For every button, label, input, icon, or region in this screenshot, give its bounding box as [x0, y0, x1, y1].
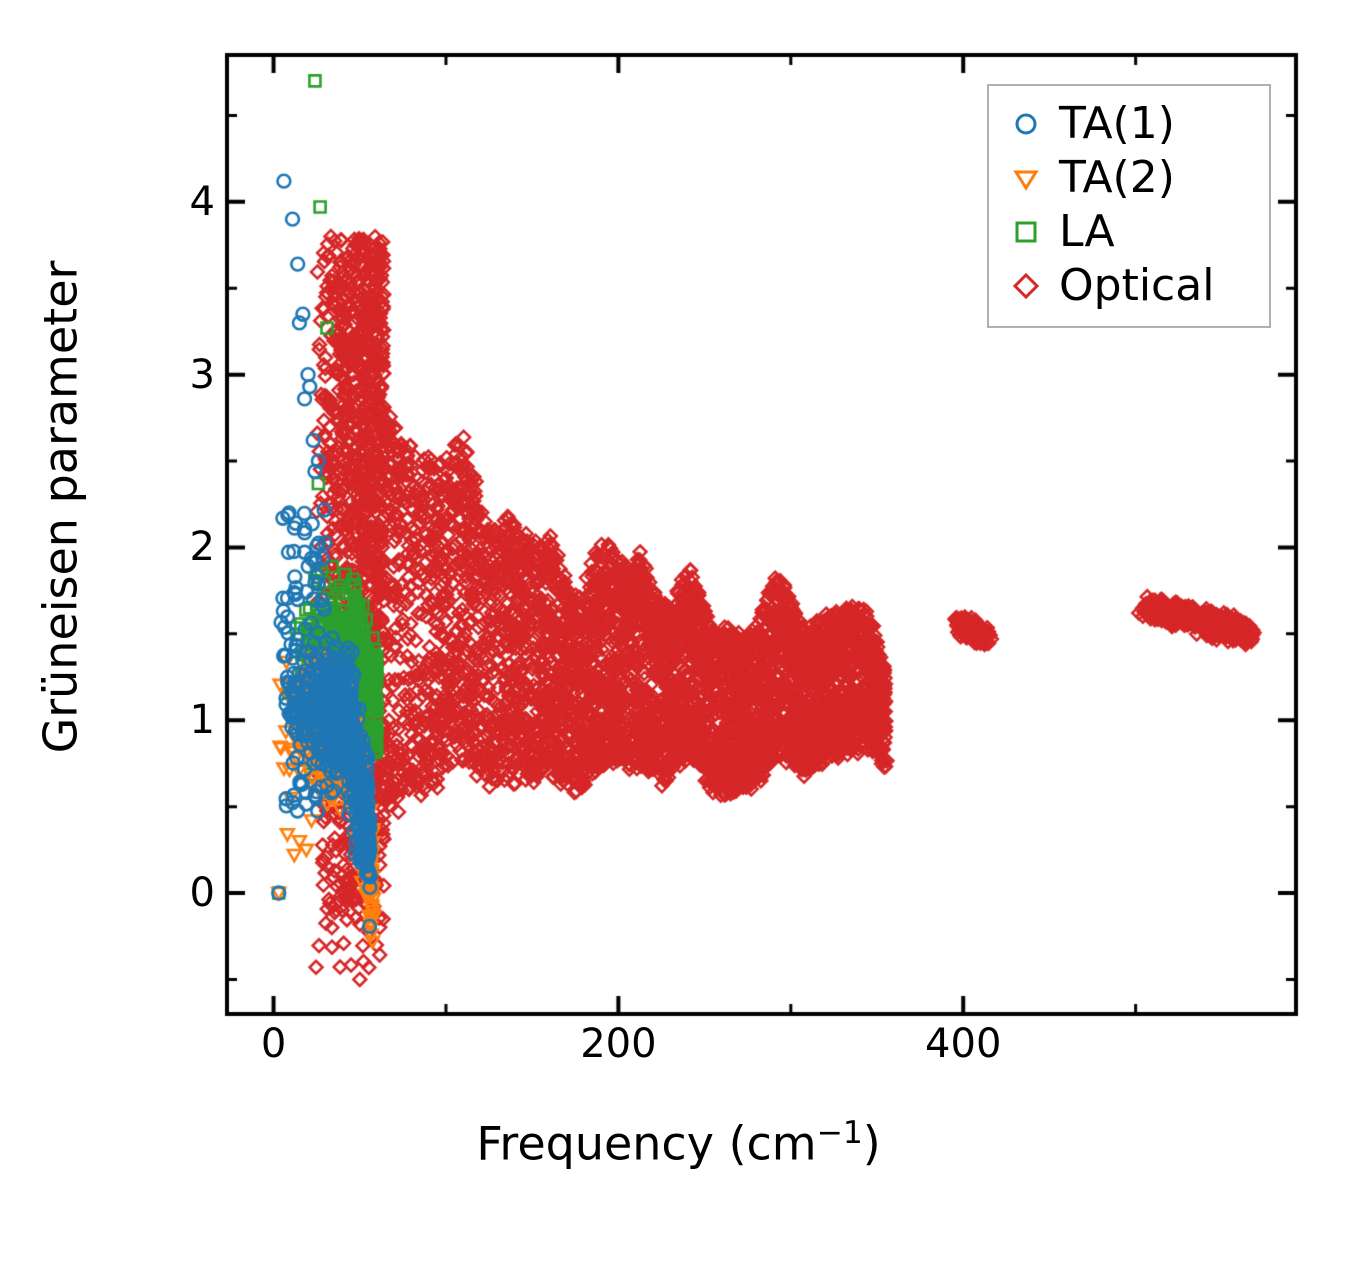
ytick-label-1: 1 — [189, 697, 215, 744]
ytick-label-3: 3 — [189, 351, 215, 398]
legend-entry-optical: Optical — [1003, 259, 1255, 313]
ytick-label-4: 4 — [189, 178, 215, 225]
circle-marker-icon — [1003, 109, 1049, 139]
x-axis-title: Frequency (cm−1) — [0, 1115, 1357, 1166]
y-axis-title: Grüneisen parameter — [33, 260, 87, 754]
legend-box: TA(1) TA(2) LA Optical — [987, 84, 1271, 328]
legend-label-la: LA — [1059, 206, 1115, 257]
legend-entry-la: LA — [1003, 205, 1255, 259]
xtick-label-400: 400 — [925, 1021, 1002, 1067]
legend-label-ta1: TA(1) — [1059, 98, 1175, 149]
xtick-label-200: 200 — [580, 1021, 657, 1067]
x-axis-title-exponent: −1 — [816, 1115, 863, 1151]
diamond-marker-icon — [1003, 271, 1049, 301]
x-axis-title-main: Frequency (cm — [476, 1116, 817, 1171]
legend-label-ta2: TA(2) — [1059, 152, 1175, 203]
legend-entry-ta1: TA(1) — [1003, 97, 1255, 151]
legend-label-optical: Optical — [1059, 260, 1215, 311]
x-axis-title-tail: ) — [862, 1116, 881, 1171]
ytick-label-0: 0 — [189, 870, 215, 917]
xtick-label-0: 0 — [260, 1021, 287, 1067]
y-axis-title-container: Grüneisen parameter — [0, 0, 120, 1014]
ytick-label-2: 2 — [189, 524, 215, 571]
triangle-down-marker-icon — [1003, 163, 1049, 193]
square-marker-icon — [1003, 217, 1049, 247]
legend-entry-ta2: TA(2) — [1003, 151, 1255, 205]
